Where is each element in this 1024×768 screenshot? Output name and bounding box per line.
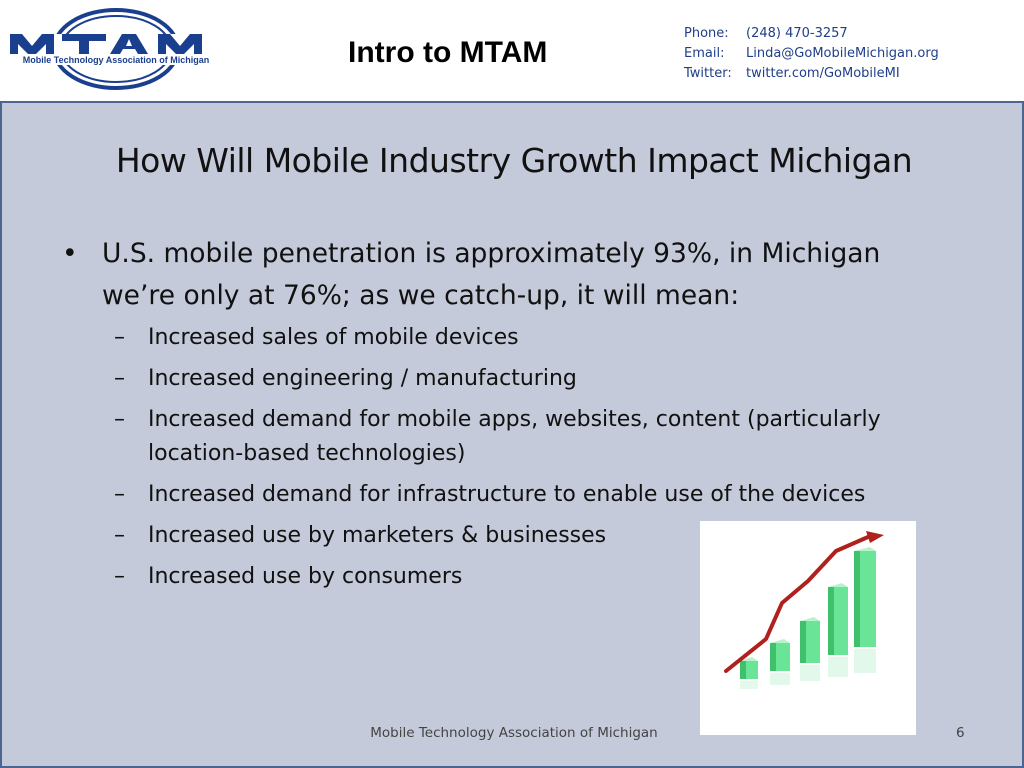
contact-label: Phone: xyxy=(684,26,729,41)
main-bullet: • U.S. mobile penetration is approximate… xyxy=(62,233,942,317)
list-item-text: Increased use by marketers & businesses xyxy=(148,523,607,548)
sub-bullet-list: – Increased sales of mobile devices – Incr… xyxy=(114,321,934,601)
slide-header: Mobile Technology Association of Michiga… xyxy=(0,0,1024,101)
main-bullet-text: U.S. mobile penetration is approximately… xyxy=(102,238,881,311)
growth-bar xyxy=(828,583,848,655)
list-item-text: Increased engineering / manufacturing xyxy=(148,366,577,391)
bar-reflection xyxy=(740,649,876,689)
growth-chart-image xyxy=(700,521,916,735)
contact-phone: Phone: (248) 470-3257 xyxy=(684,24,939,44)
list-item: – Increased engineering / manufacturing xyxy=(114,362,934,396)
list-item-text: Increased demand for mobile apps, websit… xyxy=(148,407,881,466)
contact-email: Email: Linda@GoMobileMichigan.org xyxy=(684,44,939,64)
list-item: – Increased demand for mobile apps, websi… xyxy=(114,403,934,471)
list-item-text: Increased sales of mobile devices xyxy=(148,325,519,350)
list-item: – Increased use by marketers & businesses xyxy=(114,519,934,553)
growth-arrow-line xyxy=(724,535,870,673)
contact-label: Email: xyxy=(684,46,725,61)
contact-value: Linda@GoMobileMichigan.org xyxy=(746,46,939,61)
contact-label: Twitter: xyxy=(684,66,732,81)
header-title: Intro to MTAM xyxy=(348,36,548,69)
dash-marker: – xyxy=(114,407,125,432)
slide-title: How Will Mobile Industry Growth Impact M… xyxy=(115,141,913,180)
dash-marker: – xyxy=(114,523,125,548)
mtam-logo: Mobile Technology Association of Michiga… xyxy=(8,8,224,90)
list-item: – Increased use by consumers xyxy=(114,560,934,594)
bullet-marker: • xyxy=(62,238,78,269)
growth-bar xyxy=(800,617,820,663)
contact-value: (248) 470-3257 xyxy=(746,26,848,41)
growth-bar xyxy=(770,639,790,671)
list-item: – Increased demand for infrastructure to … xyxy=(114,478,934,512)
contact-value: twitter.com/GoMobileMI xyxy=(746,66,900,81)
dash-marker: – xyxy=(114,325,125,350)
dash-marker: – xyxy=(114,366,125,391)
logo-subtext: Mobile Technology Association of Michiga… xyxy=(23,55,210,65)
list-item: – Increased sales of mobile devices xyxy=(114,321,934,355)
footer-text: Mobile Technology Association of Michiga… xyxy=(370,725,658,741)
dash-marker: – xyxy=(114,564,125,589)
growth-bar xyxy=(740,657,758,679)
growth-bars xyxy=(740,547,876,679)
arrow-head-icon xyxy=(866,531,884,543)
slide-content: How Will Mobile Industry Growth Impact M… xyxy=(0,101,1024,768)
list-item-text: Increased demand for infrastructure to e… xyxy=(148,482,866,507)
list-item-text: Increased use by consumers xyxy=(148,564,463,589)
page-number: 6 xyxy=(956,725,965,741)
growth-bar xyxy=(854,547,876,647)
contact-twitter: Twitter: twitter.com/GoMobileMI xyxy=(684,64,939,84)
contact-info: Phone: (248) 470-3257 Email: Linda@GoMobil… xyxy=(684,24,939,84)
dash-marker: – xyxy=(114,482,125,507)
